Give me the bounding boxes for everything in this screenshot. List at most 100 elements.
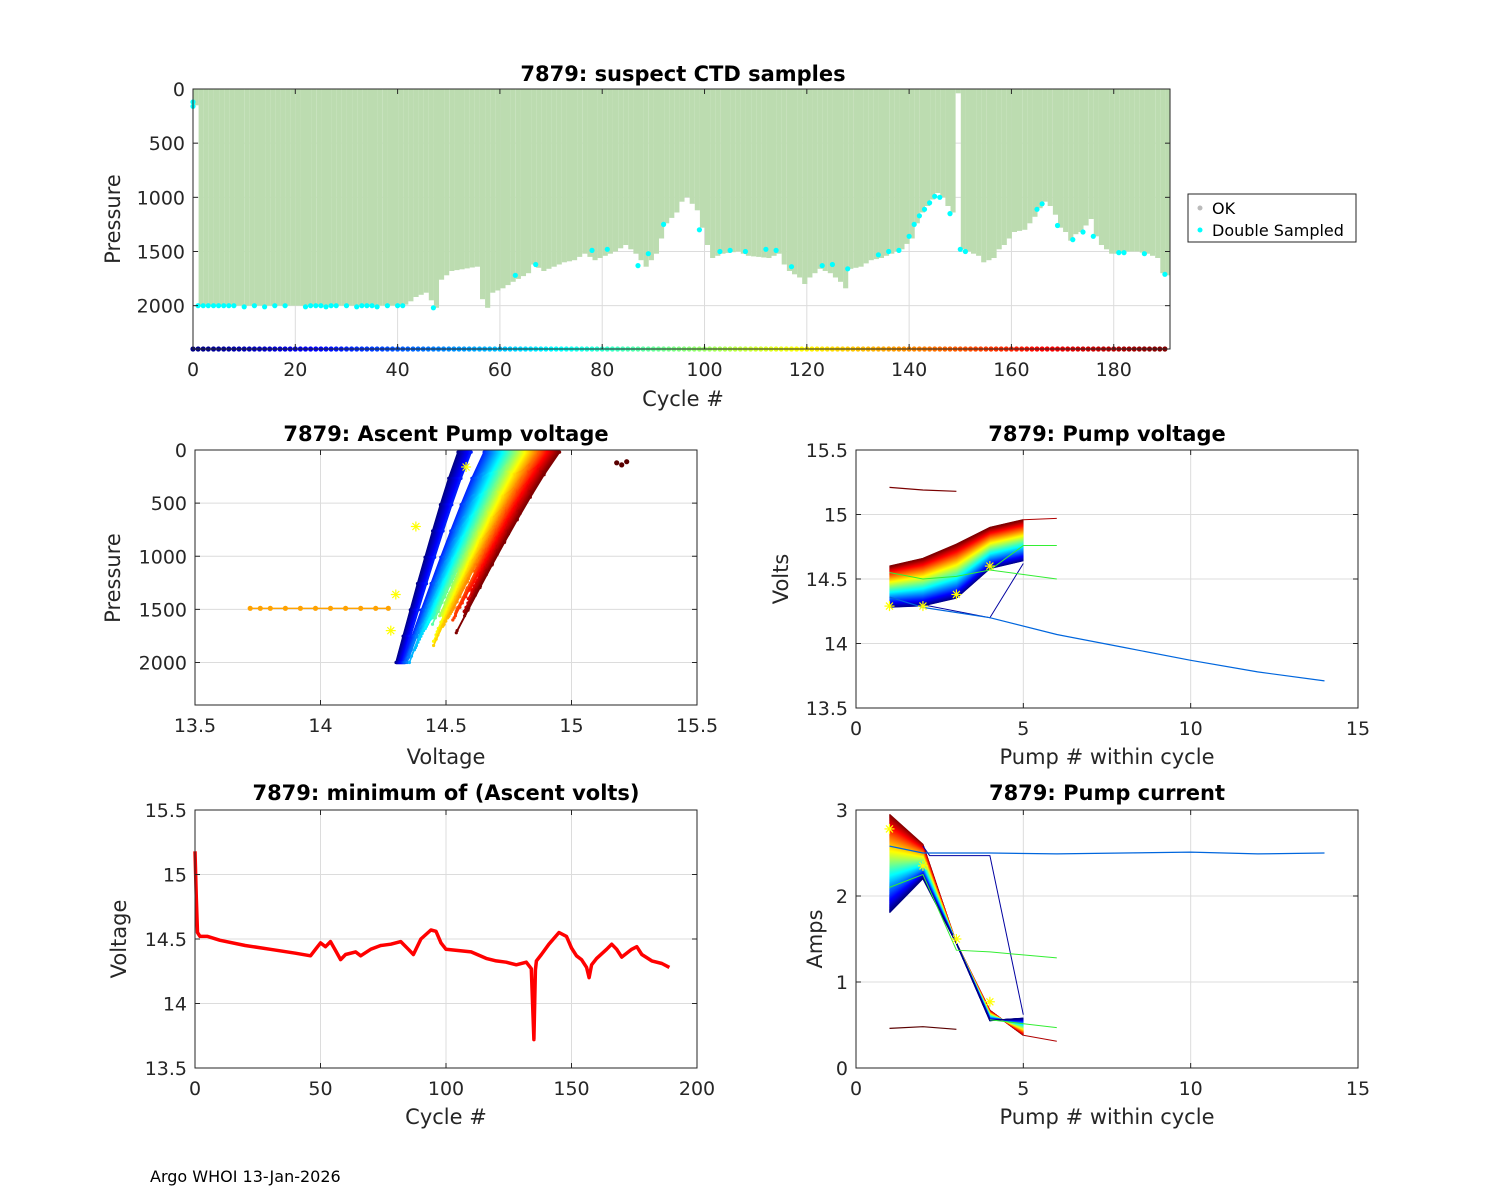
ok-sample-column xyxy=(730,89,736,253)
cycle-current-line xyxy=(889,871,1024,1022)
ok-sample-column xyxy=(413,89,419,297)
ok-sample-column xyxy=(428,89,434,301)
legend: OK Double Sampled xyxy=(1187,193,1357,243)
ok-sample-column xyxy=(577,89,583,257)
ok-sample-column xyxy=(705,89,711,245)
ok-sample-column xyxy=(382,89,388,306)
y-tick-label: 0 xyxy=(175,440,187,462)
ok-sample-column xyxy=(290,89,296,306)
legend-entry: Double Sampled xyxy=(1212,221,1344,240)
x-tick-label: 13.5 xyxy=(174,715,216,737)
double-sampled-point xyxy=(1141,251,1147,257)
ok-sample-column xyxy=(587,89,593,257)
ok-sample-column xyxy=(393,89,399,306)
ok-sample-column xyxy=(254,89,261,306)
ok-sample-column xyxy=(418,89,424,295)
ok-sample-column xyxy=(1022,89,1028,230)
x-tick-label: 0 xyxy=(850,718,862,740)
voltage-sample-point xyxy=(443,595,447,599)
ok-sample-column xyxy=(1134,89,1140,252)
ok-sample-column xyxy=(827,89,833,274)
double-sampled-point xyxy=(696,227,703,233)
footer-text: Argo WHOI 13-Jan-2026 xyxy=(150,1167,341,1186)
ok-sample-column xyxy=(945,89,951,206)
double-sampled-point xyxy=(1034,206,1040,212)
y-tick-label: 14.5 xyxy=(145,929,187,951)
x-tick-label: 15 xyxy=(559,715,583,737)
ok-sample-column xyxy=(965,89,972,252)
voltage-sample-point xyxy=(433,616,437,620)
ok-sample-column xyxy=(198,89,204,306)
ok-sample-column xyxy=(423,89,429,293)
double-sampled-point xyxy=(661,221,667,227)
voltage-sample-point xyxy=(405,660,409,665)
ok-sample-column xyxy=(884,89,890,256)
green-cycle-line xyxy=(989,569,1057,580)
voltage-sample-point xyxy=(430,622,435,626)
yellow-star-marker xyxy=(951,934,962,944)
y-tick-label: 0 xyxy=(836,1058,848,1080)
ok-sample-column xyxy=(633,89,639,254)
cycle-voltage-line xyxy=(889,519,1024,567)
voltage-sample-point xyxy=(407,660,411,665)
double-sampled-point xyxy=(1090,233,1096,239)
outlier-sample-point xyxy=(257,605,263,611)
cycle-current-line xyxy=(889,876,1024,1021)
double-sampled-point xyxy=(313,303,319,309)
yellow-star-marker xyxy=(917,601,928,612)
cycle-current-line xyxy=(889,871,1024,1023)
ok-sample-column xyxy=(771,89,777,256)
ok-sample-column xyxy=(526,89,532,274)
ok-sample-column xyxy=(520,89,527,277)
chart-ctd-samples: 7879: suspect CTD samples 0 20 40 60 80 100 12… xyxy=(101,62,1357,411)
yellow-star-marker xyxy=(385,625,396,636)
plot-frame xyxy=(192,88,1171,350)
ok-sample-column xyxy=(229,89,235,306)
ok-sample-column xyxy=(203,89,209,306)
cycle-current-line xyxy=(889,874,1024,1021)
x-tick-label: 120 xyxy=(789,359,825,381)
x-axis-label: Pump # within cycle xyxy=(1000,1105,1215,1129)
y-tick-label: 0 xyxy=(173,79,185,101)
outlier-sample-point xyxy=(358,605,364,611)
double-sampled-point xyxy=(308,303,314,309)
y-tick-label: 1000 xyxy=(139,546,187,568)
ok-sample-column xyxy=(377,89,383,306)
voltage-sample-point xyxy=(458,605,462,609)
first-cycle-line xyxy=(889,486,957,492)
ok-sample-column xyxy=(260,89,266,306)
ok-sample-column xyxy=(930,89,936,200)
voltage-sample-point xyxy=(450,503,454,507)
ok-sample-column xyxy=(331,89,337,306)
double-sampled-point xyxy=(921,206,928,212)
voltage-sample-point xyxy=(444,619,448,623)
chart-ascent-pump-voltage: 7879: Ascent Pump voltage 13.5 14 14.5 15 15… xyxy=(101,422,718,769)
cycle-current-line xyxy=(889,870,1024,1023)
ok-sample-column xyxy=(1052,89,1059,215)
y-tick-label: 13.5 xyxy=(145,1058,187,1080)
ok-sample-column xyxy=(464,89,470,269)
x-tick-label: 200 xyxy=(679,1078,715,1100)
double-sampled-point xyxy=(318,303,324,309)
ok-sample-column xyxy=(950,89,956,213)
ok-sample-column xyxy=(807,89,813,278)
ok-sample-column xyxy=(653,89,660,254)
ok-sample-column xyxy=(960,89,966,250)
ok-sample-column xyxy=(894,89,900,252)
voltage-sample-point xyxy=(455,600,459,604)
double-sampled-point xyxy=(251,303,257,309)
ok-sample-column xyxy=(352,89,358,306)
legend-ok-marker xyxy=(1197,205,1203,211)
cycle-current-line xyxy=(889,875,1024,1021)
yellow-star-marker xyxy=(884,823,895,834)
cycle-current-line xyxy=(889,871,1024,1022)
ok-sample-column xyxy=(1098,89,1105,245)
y-tick-label: 14.5 xyxy=(806,569,848,591)
ok-sample-column xyxy=(1165,89,1171,276)
ok-sample-column xyxy=(1001,89,1007,245)
cycle-current-line xyxy=(889,875,1024,1021)
voltage-sample-point xyxy=(433,555,437,559)
ok-sample-column xyxy=(387,89,394,306)
ok-sample-column xyxy=(751,89,757,257)
ok-sample-column xyxy=(480,89,486,300)
